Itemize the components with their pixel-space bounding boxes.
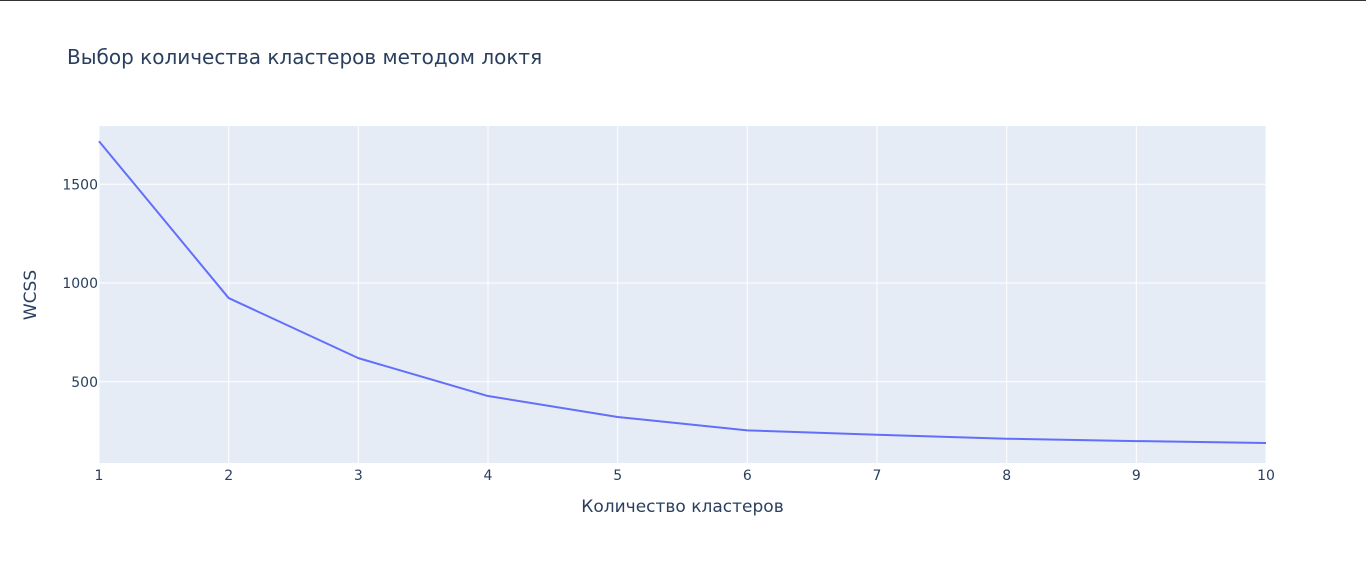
data-point[interactable]	[1132, 437, 1140, 445]
series-line-0[interactable]	[98, 140, 1267, 445]
data-point[interactable]	[225, 294, 233, 302]
gridlines	[98, 126, 1267, 463]
x-tick-label: 3	[354, 468, 363, 484]
x-tick-label: 8	[1002, 468, 1011, 484]
data-point[interactable]	[743, 426, 751, 434]
x-tick-label: 10	[1257, 468, 1275, 484]
x-tick-label: 4	[484, 468, 493, 484]
x-tick-label: 9	[1132, 468, 1141, 484]
y-axis-ticks: 500 1000 1500	[62, 177, 98, 391]
x-axis-title: Количество кластеров	[581, 497, 783, 517]
data-point[interactable]	[95, 137, 103, 145]
y-tick-label: 1000	[62, 276, 98, 292]
data-point[interactable]	[614, 413, 622, 421]
series-layer	[95, 137, 1270, 447]
plot-area[interactable]	[99, 126, 1266, 463]
x-tick-label: 7	[873, 468, 882, 484]
x-tick-label: 1	[95, 468, 104, 484]
data-point[interactable]	[1003, 435, 1011, 443]
data-point[interactable]	[873, 431, 881, 439]
x-tick-label: 6	[743, 468, 752, 484]
data-point[interactable]	[484, 392, 492, 400]
data-point[interactable]	[1262, 439, 1270, 447]
y-tick-label: 500	[71, 375, 98, 391]
x-axis-ticks: 1 2 3 4 5 6 7 8 9 10	[95, 468, 1275, 484]
x-tick-label: 5	[613, 468, 622, 484]
y-tick-label: 1500	[62, 177, 98, 193]
data-point[interactable]	[354, 354, 362, 362]
y-axis-title: WCSS	[21, 270, 41, 320]
x-tick-label: 2	[224, 468, 233, 484]
window-top-border	[0, 0, 1366, 1]
chart-title: Выбор количества кластеров методом локтя	[67, 45, 542, 69]
